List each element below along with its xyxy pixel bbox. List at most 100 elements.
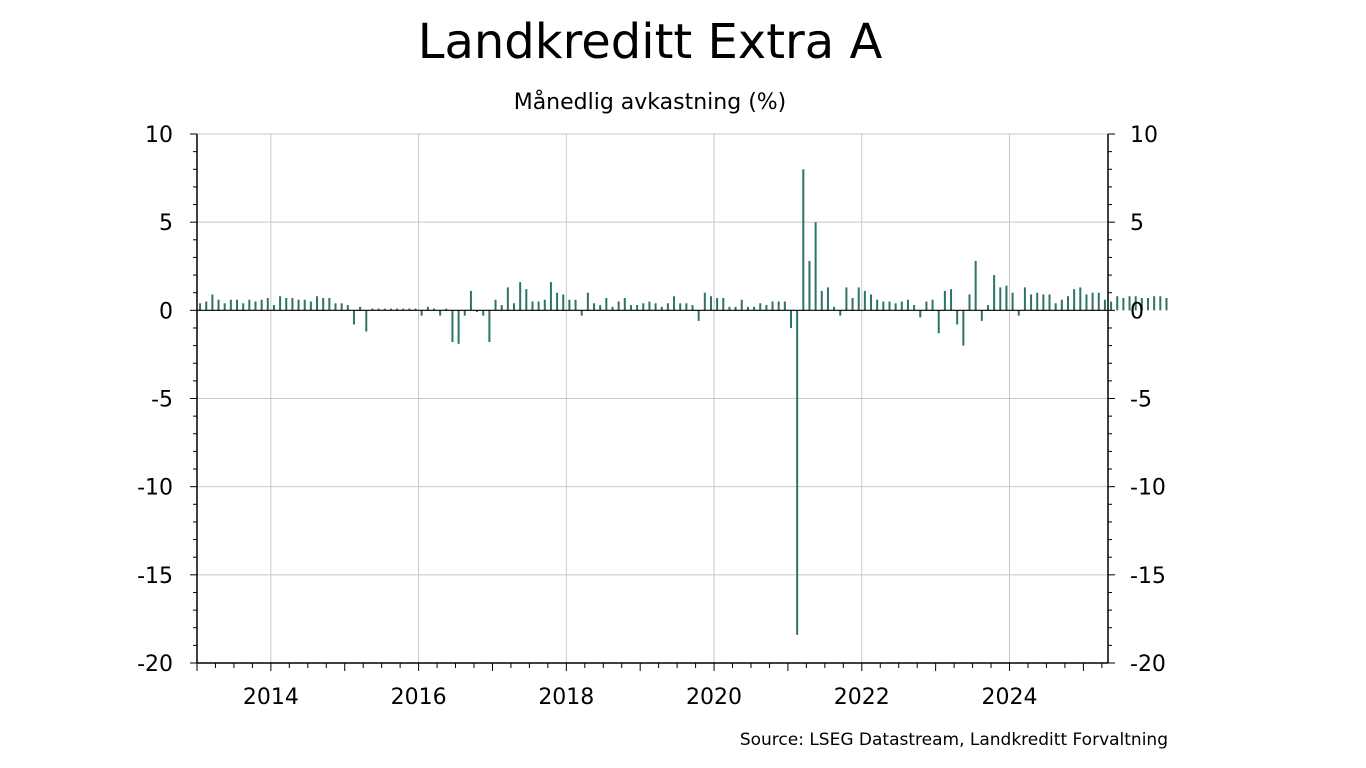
bar [223,303,226,311]
bar [297,299,300,311]
bar [925,301,928,311]
bar [1079,287,1082,311]
bar [1030,294,1033,311]
bar [279,296,282,311]
bar [796,310,799,635]
bar [500,305,503,311]
bar [808,260,811,311]
bar [1159,296,1162,311]
bar [549,282,552,311]
bar [790,310,792,328]
bar [389,308,392,311]
bar [623,297,626,311]
bar [833,306,836,311]
bar [685,303,688,311]
bar [525,289,528,311]
bar [986,305,989,311]
bar [617,301,620,311]
bar [1122,297,1125,311]
bar [728,306,731,311]
bar [272,305,275,311]
chart-subtitle: Månedlig avkastning (%) [513,90,787,115]
gridlines [197,133,1108,664]
bar [1011,292,1014,311]
bar [365,310,368,332]
bar [913,305,916,311]
y-tick-label-left: -20 [137,652,173,677]
bar [845,287,848,311]
bar [383,308,386,311]
bar [1134,296,1137,311]
bar [863,290,866,311]
bar [943,290,946,311]
bar [629,305,632,311]
bar [716,297,719,311]
bar [1153,296,1156,311]
bar [1110,301,1113,311]
bar [531,301,534,311]
bar [962,310,965,346]
bar [1097,292,1100,311]
bar [999,287,1002,311]
bar [691,305,694,311]
bar [254,301,257,311]
bar [408,308,411,311]
bar [1116,296,1119,311]
bar [802,169,805,311]
bar [777,301,780,311]
bar [919,310,922,318]
bar [1073,289,1076,311]
bar [900,301,903,311]
bar [568,299,571,311]
y-tick-label-right: 10 [1130,123,1158,148]
bar [303,299,306,311]
bar [599,305,602,311]
bar [1005,285,1008,311]
bar [673,296,676,311]
bar [894,303,897,311]
bar [260,299,263,311]
bar [242,303,245,311]
bar [697,310,700,321]
bar [1054,303,1057,311]
bar [876,299,879,311]
bar [346,305,349,311]
bar [660,306,663,311]
bar [882,301,885,311]
bar [352,310,355,325]
bar [396,308,399,311]
bar [506,287,509,311]
axes [190,133,1115,671]
y-tick-label-right: -15 [1130,564,1166,589]
bar [316,296,319,311]
y-tick-label-right: -5 [1130,388,1152,413]
bar [451,310,454,343]
bar [1066,296,1069,311]
bar [309,301,312,311]
bar [1042,294,1045,311]
bar [537,301,540,311]
y-tick-label-left: 5 [159,211,173,236]
bar [906,299,909,311]
bar [199,303,202,311]
bar [574,299,577,311]
bar [266,297,269,311]
bar [679,303,682,311]
bar [371,308,374,311]
bar [414,308,417,311]
bar [642,303,645,311]
tick-labels: 10 10 5 5 0 0 -5 -5 -10 -10 -15 -15 -20 -20 2014 2016 20… [137,123,1166,710]
bar [611,306,614,311]
bar [1036,292,1039,311]
bar [605,297,608,311]
chart-source: Source: LSEG Datastream, Landkreditt For… [739,730,1168,750]
bar [734,306,737,311]
bar [420,310,423,316]
bar [783,301,786,311]
bar [740,299,743,311]
bar [519,282,522,311]
bar [1091,292,1094,311]
bar [586,292,589,311]
y-tick-label-right: -10 [1130,476,1166,501]
bar [771,301,774,311]
